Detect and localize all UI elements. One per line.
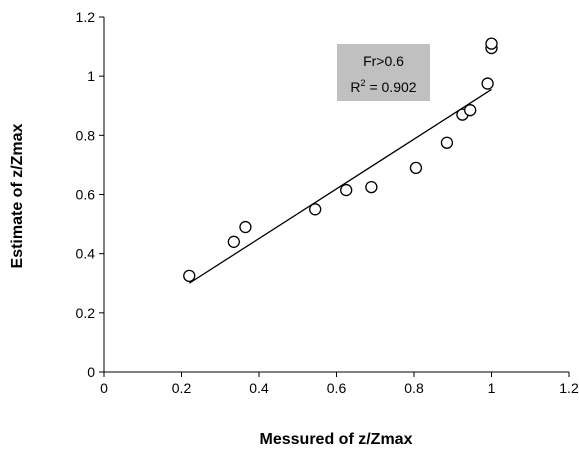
x-tick-label: 0 — [100, 380, 108, 396]
data-point — [485, 37, 498, 50]
y-tick-label: 0.6 — [76, 187, 96, 203]
axes — [103, 17, 569, 373]
data-point — [481, 77, 494, 90]
x-tick-label: 1 — [488, 380, 496, 396]
x-tick-label: 1.2 — [559, 380, 579, 396]
y-tick-label: 0.2 — [76, 305, 96, 321]
x-tick-label: 0.8 — [404, 380, 424, 396]
annotation-box: Fr>0.6 R2 = 0.902 — [337, 44, 430, 101]
r-squared-value: = 0.902 — [366, 79, 417, 95]
r-squared-sup: 2 — [361, 78, 366, 88]
y-axis-title: Estimate of z/Zmax — [9, 123, 26, 268]
ticks: 0 0.2 0.4 0.6 0.8 1 1.2 0 0.2 0.4 0.6 0.8 1 1.2 — [76, 9, 579, 396]
data-points — [183, 37, 498, 283]
annotation-line-2: R2 = 0.902 — [350, 78, 416, 95]
data-point — [183, 269, 196, 283]
y-tick-label: 0.4 — [76, 246, 96, 262]
data-point — [340, 183, 353, 197]
x-tick-label: 0.6 — [327, 380, 347, 396]
y-tick-label: 0 — [87, 364, 95, 380]
data-point — [365, 180, 378, 194]
x-axis-title: Messured of z/Zmax — [260, 431, 413, 448]
y-tick-label: 1 — [87, 68, 95, 84]
annotation-line-1: Fr>0.6 — [363, 53, 404, 69]
data-point — [227, 235, 240, 248]
trendline — [188, 88, 492, 284]
data-point — [309, 203, 322, 216]
y-tick-label: 0.8 — [76, 127, 96, 143]
data-point — [464, 104, 477, 117]
annotation-background — [337, 44, 430, 101]
x-tick-label: 0.4 — [249, 380, 269, 396]
y-tick-label: 1.2 — [76, 9, 96, 25]
data-point — [409, 161, 423, 175]
data-point — [440, 136, 454, 149]
trendline-group — [188, 88, 492, 284]
x-tick-label: 0.2 — [172, 380, 192, 396]
data-point — [239, 220, 252, 234]
r-squared-base: R — [350, 79, 360, 95]
